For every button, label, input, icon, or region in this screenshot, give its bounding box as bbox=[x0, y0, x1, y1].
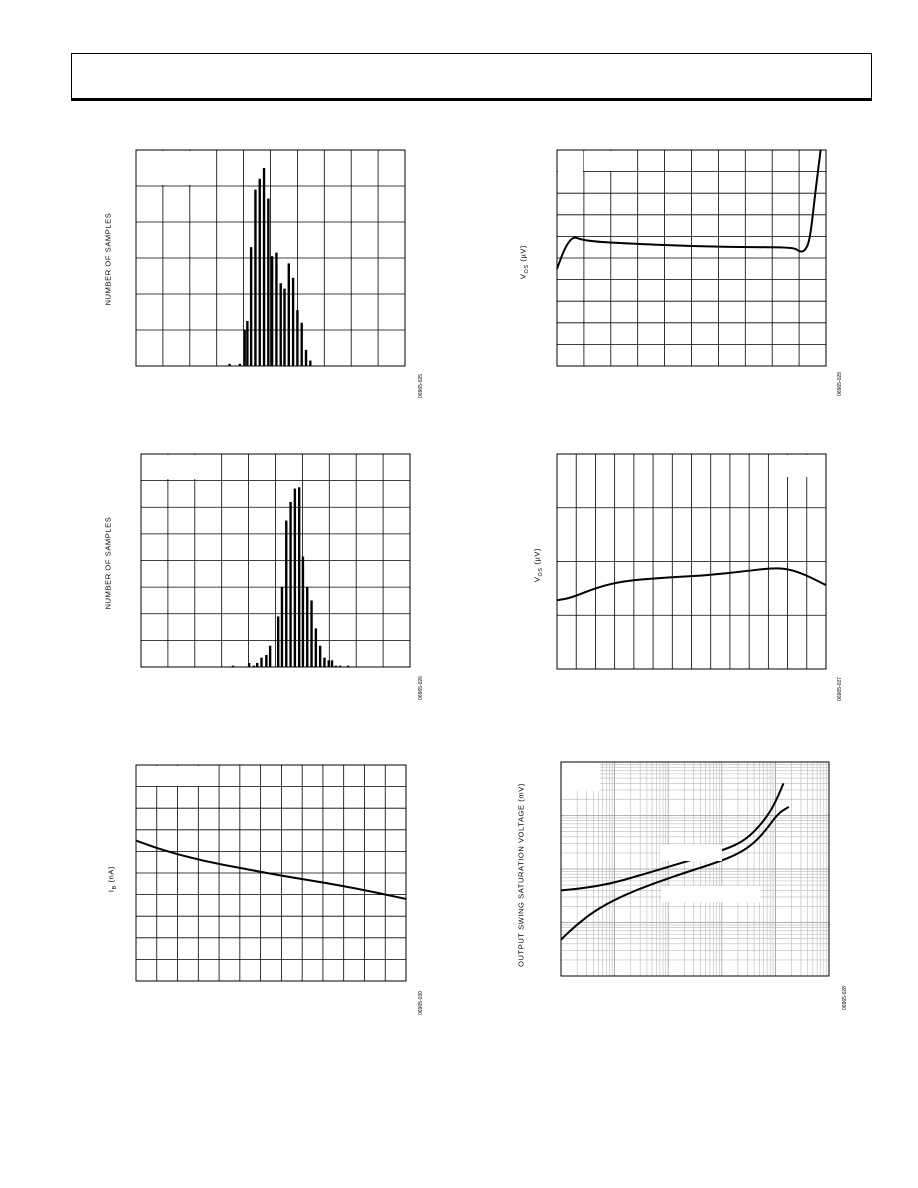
bar bbox=[267, 198, 270, 366]
plot-frame bbox=[556, 453, 827, 670]
bar bbox=[304, 349, 308, 366]
grid bbox=[557, 454, 826, 669]
y-axis-label: OUTPUT SWING SATURATION VOLTAGE (mV) bbox=[516, 783, 526, 967]
bar bbox=[285, 520, 288, 667]
bar bbox=[265, 655, 268, 667]
bar bbox=[247, 663, 251, 667]
bar bbox=[309, 360, 312, 366]
bar bbox=[260, 657, 263, 667]
bar bbox=[256, 663, 259, 667]
bar bbox=[279, 283, 282, 366]
bar bbox=[246, 321, 249, 366]
figure-code: 06965-028 bbox=[842, 986, 848, 1010]
bar bbox=[346, 665, 350, 667]
plot-frame bbox=[140, 453, 411, 668]
series-line-2 bbox=[560, 806, 790, 941]
bar bbox=[270, 256, 274, 366]
bar bbox=[268, 645, 272, 667]
bar bbox=[258, 178, 261, 366]
plot-frame bbox=[560, 761, 830, 977]
bar bbox=[287, 263, 290, 366]
bar bbox=[243, 330, 246, 366]
legend-mask bbox=[662, 886, 760, 902]
bar bbox=[310, 600, 313, 667]
bar bbox=[231, 665, 235, 667]
bar bbox=[330, 660, 334, 667]
plot-frame bbox=[135, 149, 406, 367]
page-header-box bbox=[71, 53, 872, 101]
bar bbox=[293, 488, 297, 667]
bar bbox=[280, 587, 284, 667]
grid bbox=[141, 454, 410, 667]
plot-frame bbox=[556, 149, 827, 367]
legend-mask bbox=[562, 763, 600, 791]
bar bbox=[252, 665, 256, 667]
bar bbox=[238, 363, 242, 366]
bar bbox=[323, 657, 326, 667]
legend-mask bbox=[584, 151, 636, 171]
bar bbox=[228, 363, 231, 366]
bar bbox=[249, 247, 253, 366]
bar bbox=[275, 252, 278, 366]
bar bbox=[296, 310, 299, 366]
bar bbox=[254, 189, 257, 366]
bar bbox=[327, 660, 330, 667]
grid bbox=[557, 150, 826, 366]
bar bbox=[300, 322, 303, 366]
bar bbox=[283, 288, 286, 366]
legend-mask bbox=[137, 766, 203, 786]
bar bbox=[262, 168, 266, 366]
bar bbox=[318, 645, 322, 667]
bar bbox=[297, 487, 301, 667]
bar bbox=[314, 628, 318, 667]
legend-mask bbox=[786, 455, 825, 477]
bar bbox=[306, 587, 309, 667]
bar bbox=[301, 556, 305, 667]
bar bbox=[289, 501, 292, 667]
bar bbox=[276, 616, 280, 667]
bar bbox=[334, 665, 337, 667]
series-line-1 bbox=[556, 567, 827, 602]
bar bbox=[338, 665, 342, 667]
series-line-1 bbox=[135, 839, 407, 900]
legend-mask bbox=[558, 151, 583, 189]
bar bbox=[291, 277, 295, 366]
legend-mask bbox=[137, 151, 209, 185]
plot-frame bbox=[135, 764, 407, 982]
series-line-1 bbox=[556, 149, 822, 270]
legend-mask bbox=[142, 455, 220, 479]
legend-mask bbox=[660, 845, 722, 861]
